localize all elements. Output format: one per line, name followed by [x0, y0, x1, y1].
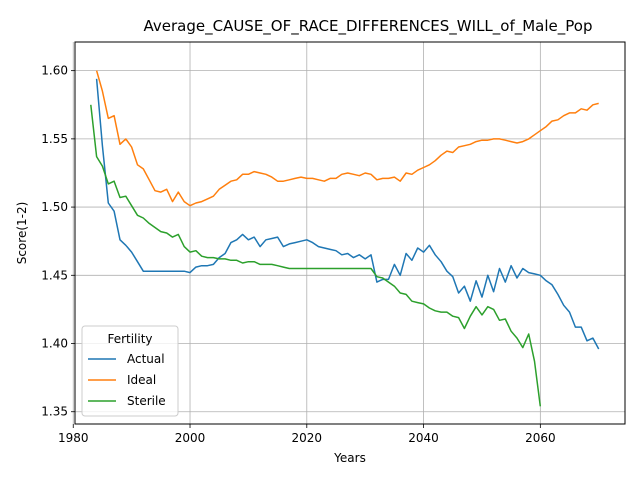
y-axis-label: Score(1-2)	[15, 202, 29, 265]
series-line-ideal	[95, 70, 599, 207]
x-tick-label: 2060	[525, 431, 556, 445]
legend: Fertility Actual Ideal Sterile	[81, 325, 179, 417]
series-lines	[90, 70, 600, 407]
legend-label-ideal: Ideal	[127, 373, 156, 387]
y-tick-label: 1.35	[41, 405, 68, 419]
y-tick-label: 1.60	[41, 64, 68, 78]
legend-title: Fertility	[107, 332, 152, 346]
series-line-sterile	[90, 104, 542, 407]
legend-box	[81, 325, 179, 417]
y-tick-label: 1.50	[41, 200, 68, 214]
y-tick-label: 1.40	[41, 337, 68, 351]
x-axis-ticks: 1980 2000 2020 2040 2060	[58, 424, 556, 445]
legend-label-sterile: Sterile	[127, 394, 166, 408]
y-axis-ticks: 1.35 1.40 1.45 1.50 1.55 1.60	[41, 64, 75, 419]
x-tick-label: 2000	[175, 431, 206, 445]
y-tick-label: 1.45	[41, 268, 68, 282]
x-axis-label: Years	[333, 451, 366, 465]
x-tick-label: 2020	[292, 431, 323, 445]
y-tick-label: 1.55	[41, 132, 68, 146]
x-tick-label: 1980	[58, 431, 89, 445]
legend-items: Actual Ideal Sterile	[88, 352, 166, 408]
chart-title: Average_CAUSE_OF_RACE_DIFFERENCES_WILL_o…	[144, 17, 593, 36]
plot-frame	[74, 41, 626, 425]
x-tick-label: 2040	[408, 431, 439, 445]
series-line-actual	[95, 78, 600, 350]
legend-label-actual: Actual	[127, 352, 165, 366]
